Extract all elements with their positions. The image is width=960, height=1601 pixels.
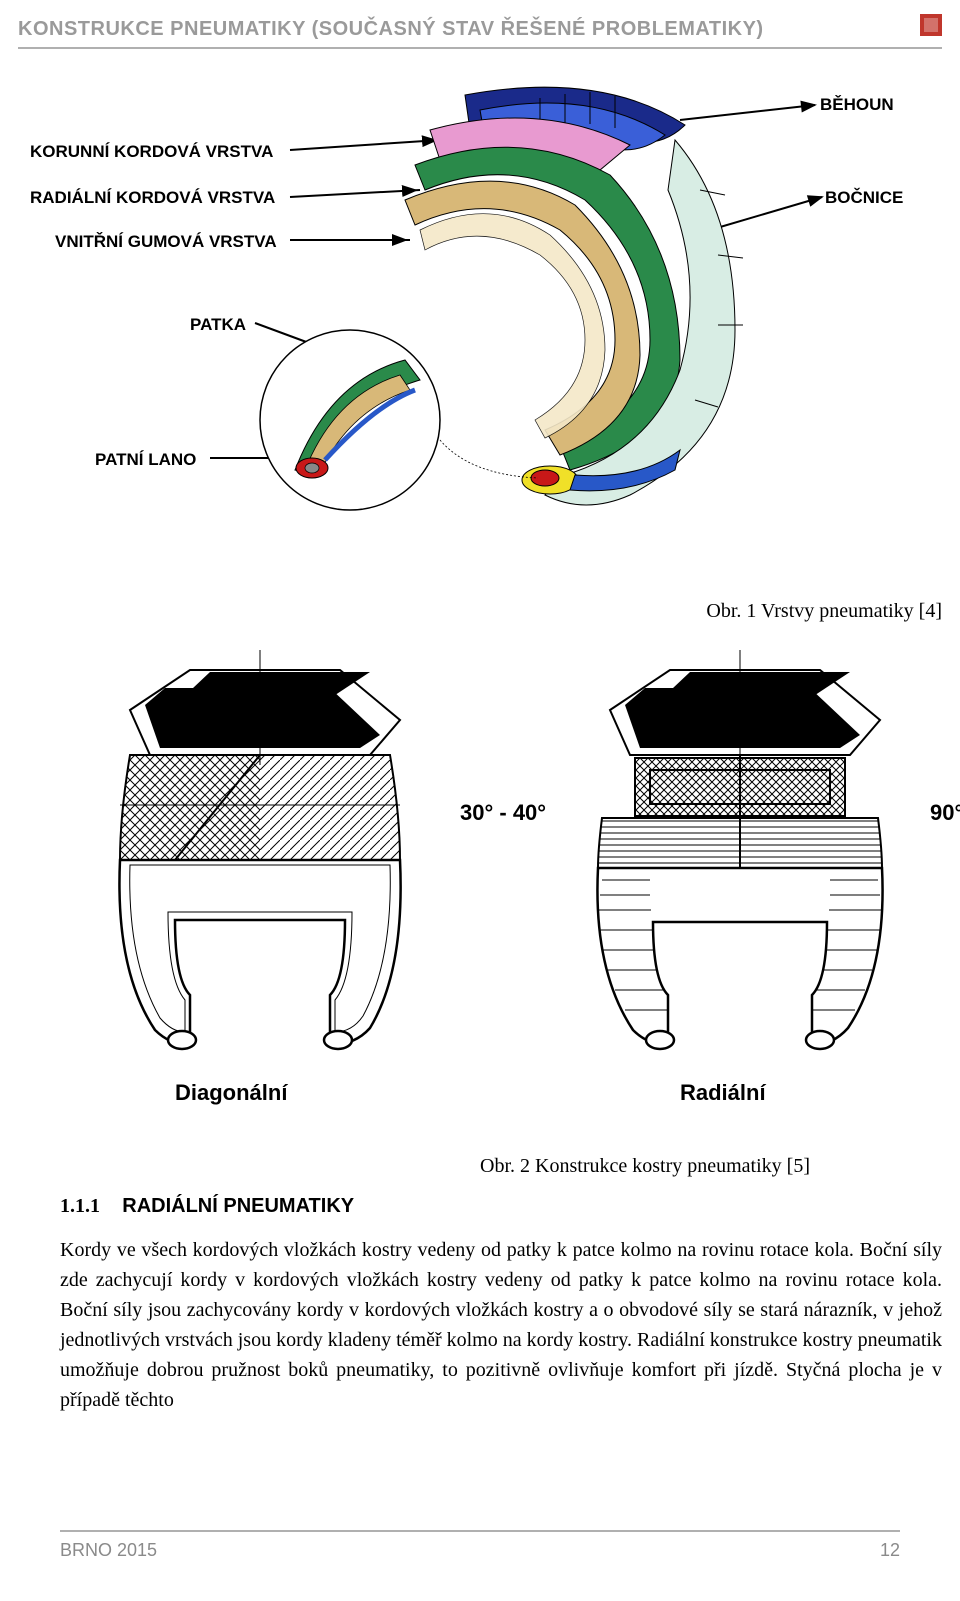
footer-page-number: 12	[880, 1540, 900, 1561]
angle-diagonal: 30° - 40°	[460, 800, 546, 826]
section-heading: 1.1.1 RADIÁLNÍ PNEUMATIKY	[60, 1195, 354, 1218]
figure-1-tire-layers: KORUNNÍ KORDOVÁ VRSTVA RADIÁLNÍ KORDOVÁ …	[120, 80, 940, 580]
page-footer: BRNO 2015 12	[60, 1530, 900, 1561]
name-diagonal: Diagonální	[175, 1080, 287, 1106]
section-number: 1.1.1	[60, 1195, 100, 1217]
section-title: RADIÁLNÍ PNEUMATIKY	[122, 1195, 354, 1217]
name-radial: Radiální	[680, 1080, 766, 1106]
header-title: KONSTRUKCE PNEUMATIKY (SOUČASNÝ STAV ŘEŠ…	[18, 18, 764, 40]
footer-left: BRNO 2015	[60, 1540, 157, 1561]
body-paragraph: Kordy ve všech kordových vložkách kostry…	[60, 1235, 942, 1415]
figure-2-tire-constructions: 30° - 40° Diagonální	[60, 650, 900, 1130]
page-header: KONSTRUKCE PNEUMATIKY (SOUČASNÝ STAV ŘEŠ…	[18, 18, 942, 49]
figure-1-caption: Obr. 1 Vrstvy pneumatiky [4]	[706, 600, 942, 623]
header-logo-icon	[920, 14, 942, 36]
tire-exploded-svg	[120, 80, 940, 580]
angle-radial: 90°	[930, 800, 960, 826]
tire-diagonal-svg	[60, 650, 440, 1090]
tire-radial-svg	[540, 650, 920, 1090]
figure-2-caption: Obr. 2 Konstrukce kostry pneumatiky [5]	[480, 1155, 810, 1178]
